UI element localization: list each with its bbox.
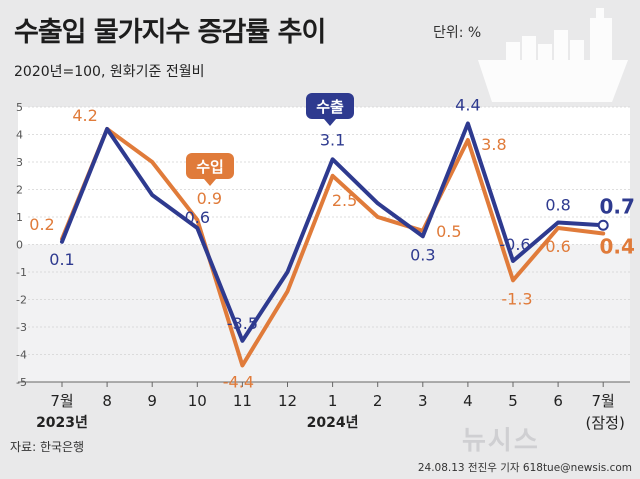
legend-tag-export-pointer (324, 119, 336, 126)
chart-title: 수출입 물가지수 증감률 추이 (14, 17, 326, 48)
y-tick-label: 0 (16, 239, 23, 252)
export-data-label: -0.6 (499, 235, 530, 254)
chart-subtitle: 2020년=100, 원화기준 전월비 (14, 64, 205, 80)
legend-tag-export-text: 수출 (316, 98, 344, 116)
year-label: 2024년 (307, 415, 359, 431)
import-data-label: 0.9 (197, 189, 222, 208)
y-tick-label: 4 (16, 129, 23, 142)
import-data-label: 0.6 (545, 237, 570, 256)
series-line-import (60, 127, 606, 368)
y-tick-label: 1 (16, 211, 23, 224)
x-tick-label: 6 (553, 392, 563, 410)
import-data-label: 0.5 (436, 222, 461, 241)
y-tick-label: 2 (16, 184, 23, 197)
import-data-label: 4.2 (72, 106, 97, 125)
y-tick-label: -3 (16, 321, 27, 334)
import-data-label: -4.4 (223, 373, 254, 392)
legend-tag-import-box (186, 153, 234, 179)
export-data-label: 0.6 (185, 208, 210, 227)
export-endpoint-marker (597, 219, 609, 231)
x-tick-label: 5 (508, 392, 518, 410)
export-data-label: 4.4 (455, 96, 480, 115)
x-tick-label: 9 (147, 392, 157, 410)
export-data-label: 3.1 (320, 130, 345, 149)
x-tick-label: 2 (373, 392, 383, 410)
x-tick-label: 4 (463, 392, 473, 410)
export-data-label: -3.5 (227, 314, 258, 333)
y-tick-label: 3 (16, 156, 23, 169)
x-tick-sublabel: (잠정) (586, 414, 625, 432)
export-data-label: 0.1 (49, 250, 74, 269)
export-data-label: 0.7 (599, 194, 634, 218)
export-data-label: 0.3 (410, 245, 435, 264)
x-tick-label: 10 (188, 392, 207, 410)
import-data-label: -1.3 (501, 289, 532, 308)
y-tick-label: -2 (16, 294, 27, 307)
newsis-watermark: 뉴시스 (462, 426, 540, 456)
legend-tag-import-text: 수입 (196, 158, 224, 176)
x-tick-label: 3 (418, 392, 428, 410)
legend-tag-import-pointer (204, 179, 216, 186)
import-data-label: 0.4 (599, 235, 634, 259)
x-tick-label: 11 (233, 392, 252, 410)
import-data-label: 0.2 (29, 215, 54, 234)
x-tick-label: 7월 (50, 392, 73, 410)
y-tick-label: -4 (16, 349, 27, 362)
series-line-export (60, 121, 606, 343)
year-label: 2023년 (36, 415, 88, 431)
legend-tag-export-box (306, 93, 354, 119)
y-tick-label: -1 (16, 266, 27, 279)
plot-area-negative (18, 244, 630, 382)
import-data-label: 3.8 (481, 135, 506, 154)
source-note: 자료: 한국은행 (10, 440, 85, 454)
x-tick-label: 8 (102, 392, 112, 410)
x-tick-label: 7월 (592, 392, 615, 410)
y-tick-label: 5 (16, 101, 23, 114)
export-data-label: 0.8 (545, 196, 570, 215)
x-tick-label: 1 (328, 392, 338, 410)
unit-label: 단위: % (433, 25, 482, 41)
import-data-label: 2.5 (332, 191, 357, 210)
x-tick-label: 12 (278, 392, 297, 410)
credit-line: 24.08.13 전진우 기자 618tue@newsis.com (417, 462, 632, 474)
